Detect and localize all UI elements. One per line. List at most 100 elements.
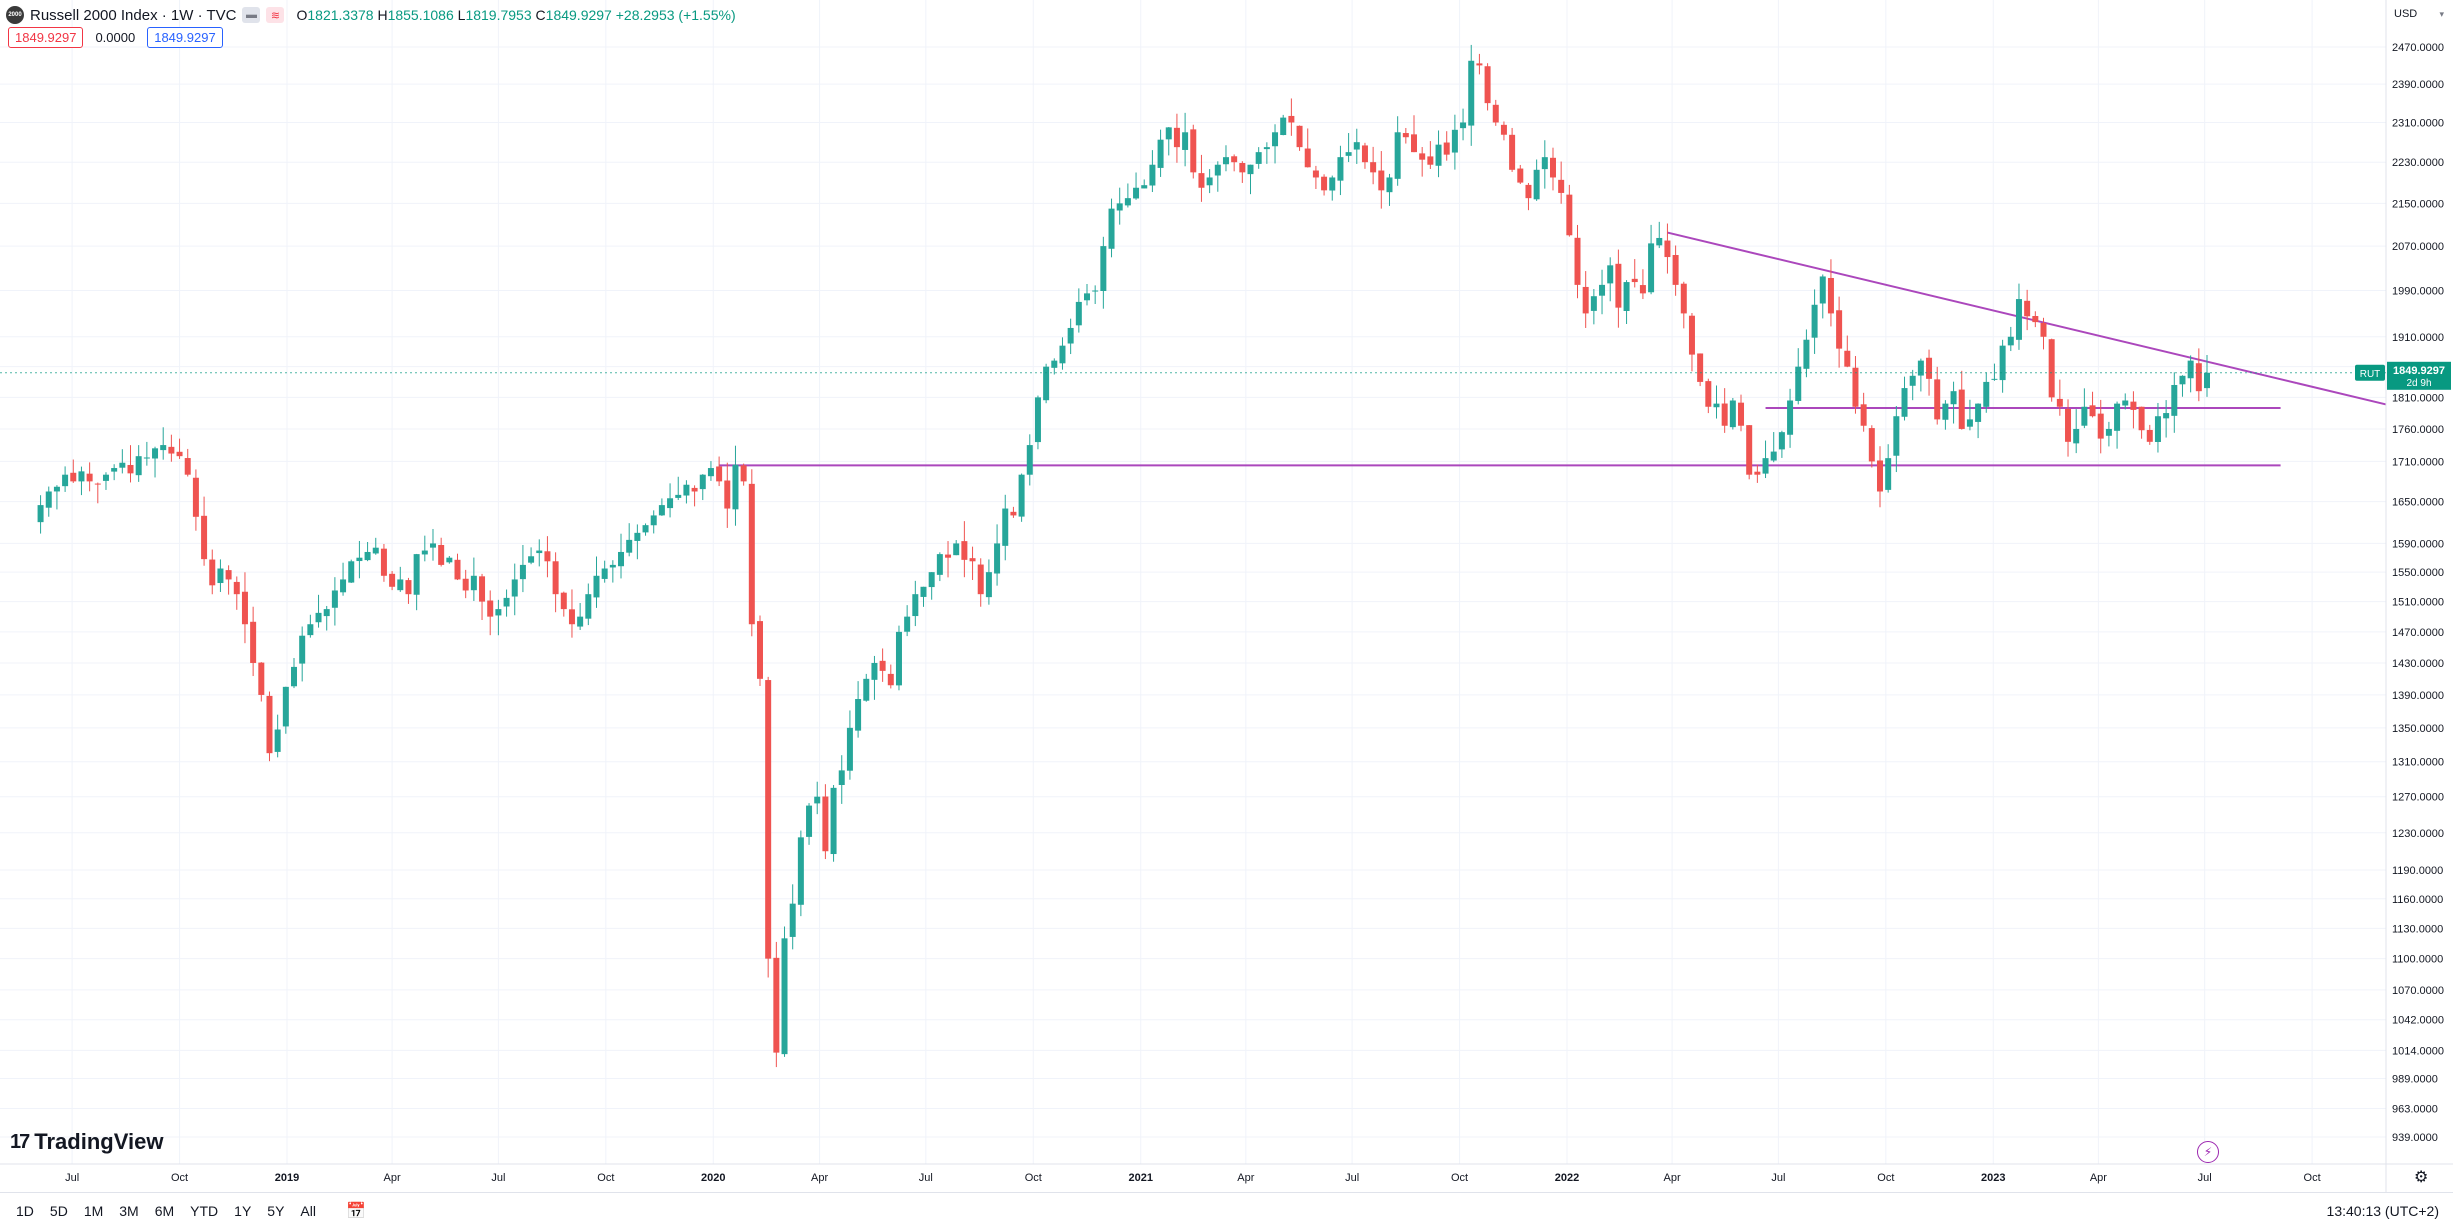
- candle-down: [1876, 460, 1883, 492]
- candle-down: [691, 487, 698, 492]
- candle-up: [1018, 474, 1025, 517]
- candle-down: [209, 559, 216, 586]
- candle-up: [707, 468, 714, 477]
- candle-up: [953, 543, 960, 556]
- candle-down: [1860, 404, 1867, 426]
- candle-down: [2097, 413, 2104, 439]
- candle-down: [2048, 339, 2055, 398]
- range-6m[interactable]: 6M: [154, 1202, 175, 1219]
- price-tick-label: 1160.0000: [2392, 894, 2443, 906]
- candle-up: [1026, 445, 1033, 475]
- time-tick-label: Jul: [1771, 1172, 1785, 1184]
- candle-up: [315, 612, 322, 623]
- candle-up: [1975, 403, 1982, 422]
- candle-down: [1198, 173, 1205, 188]
- flash-icon[interactable]: ⚡: [2197, 1141, 2219, 1163]
- chart-canvas[interactable]: 2470.0000 2390.0000 2310.0000 2230.0000 2150…: [0, 0, 2453, 1192]
- candle-up: [650, 515, 657, 526]
- candle-up: [495, 609, 502, 616]
- range-1y[interactable]: 1Y: [234, 1202, 252, 1219]
- price-tick-label: 1100.0000: [2392, 954, 2443, 966]
- candle-up: [1607, 265, 1614, 284]
- candle-up: [503, 597, 510, 607]
- candle-up: [1051, 360, 1058, 368]
- candle-down: [740, 465, 747, 482]
- candle-up: [1182, 132, 1189, 150]
- range-ytd[interactable]: YTD: [190, 1202, 219, 1219]
- candle-up: [119, 462, 126, 468]
- candle-up: [585, 594, 592, 619]
- candle-up: [1043, 366, 1050, 401]
- range-5y[interactable]: 5Y: [267, 1202, 285, 1219]
- symbol-title[interactable]: Russell 2000 Index · 1W · TVC: [30, 6, 237, 24]
- candle-up: [519, 564, 526, 580]
- candle-down: [560, 592, 567, 610]
- buy-price-box[interactable]: 1849.9297: [147, 27, 223, 48]
- candle-down: [250, 621, 257, 663]
- candle-up: [1034, 397, 1041, 443]
- candle-up: [609, 564, 616, 568]
- time-tick-label: Oct: [1025, 1172, 1042, 1184]
- price-tick-label: 2390.0000: [2392, 79, 2444, 91]
- time-tick-label: 2019: [275, 1172, 299, 1184]
- candle-up: [135, 456, 142, 476]
- range-3m[interactable]: 3M: [119, 1202, 139, 1219]
- range-1d[interactable]: 1D: [16, 1202, 34, 1219]
- candle-up: [1648, 243, 1655, 293]
- range-all[interactable]: All: [300, 1202, 316, 1219]
- candle-up: [675, 494, 682, 498]
- candle-up: [217, 568, 224, 584]
- candle-up: [1435, 144, 1442, 166]
- candle-up: [1084, 293, 1090, 301]
- candle-up: [78, 471, 85, 482]
- price-tick-label: 939.0000: [2392, 1132, 2438, 1144]
- currency-selector[interactable]: USD ▾: [2388, 4, 2450, 24]
- calendar-icon[interactable]: 📅: [345, 1202, 366, 1220]
- candle-up: [1067, 327, 1074, 344]
- ohlc-values: O1821.3378 H1855.1086 L1819.7953 C1849.9…: [296, 7, 736, 23]
- candle-up: [789, 903, 796, 937]
- candle-up: [985, 572, 992, 598]
- clock[interactable]: 13:40:13 (UTC+2): [2326, 1203, 2439, 1219]
- legend-settings-icon[interactable]: ≋: [266, 7, 285, 23]
- candle-up: [1222, 157, 1229, 165]
- candle-down: [1558, 179, 1565, 193]
- candle-up: [1206, 177, 1213, 186]
- candle-down: [1631, 278, 1638, 283]
- candle-up: [143, 457, 150, 459]
- candle-down: [1361, 145, 1368, 163]
- candle-up: [1885, 458, 1892, 490]
- candle-up: [53, 486, 60, 492]
- candle-down: [2195, 363, 2202, 392]
- candle-up: [2007, 336, 2014, 346]
- candle-up: [2179, 375, 2186, 385]
- price-tick-label: 2310.0000: [2392, 117, 2444, 129]
- sell-price-box[interactable]: 1849.9297: [8, 27, 84, 48]
- range-5d[interactable]: 5D: [49, 1202, 68, 1219]
- tradingview-logo-icon: 17: [10, 1130, 30, 1153]
- time-axis[interactable]: Jul Oct 2019 Apr Jul Oct 2020 Apr Jul Oct 2021 Apr J…: [0, 1163, 2453, 1184]
- hide-legend-icon[interactable]: ▬: [242, 7, 261, 23]
- price-tick-label: 1590.0000: [2392, 538, 2444, 550]
- candle-up: [1991, 378, 1998, 380]
- candle-down: [544, 551, 551, 562]
- range-1m[interactable]: 1M: [83, 1202, 104, 1219]
- candle-down: [1852, 367, 1859, 407]
- candle-down: [1484, 66, 1491, 104]
- candle-up: [855, 698, 862, 731]
- bar-countdown-label: 2d 9h: [2406, 378, 2431, 389]
- gear-icon[interactable]: ⚙: [2414, 1169, 2429, 1186]
- price-axis[interactable]: 2470.0000 2390.0000 2310.0000 2230.0000 2150…: [2385, 0, 2444, 1192]
- currency-label: USD: [2394, 8, 2418, 20]
- price-tick-label: 1550.0000: [2392, 567, 2444, 579]
- candle-up: [577, 616, 584, 627]
- candle-down: [1582, 286, 1589, 314]
- time-tick-label: Apr: [384, 1172, 401, 1184]
- candle-down: [1427, 156, 1434, 165]
- candle-up: [928, 572, 935, 588]
- trend-lines[interactable]: [719, 231, 2387, 467]
- candle-up: [1803, 339, 1810, 369]
- candle-down: [1239, 163, 1246, 173]
- candle-down: [822, 796, 829, 852]
